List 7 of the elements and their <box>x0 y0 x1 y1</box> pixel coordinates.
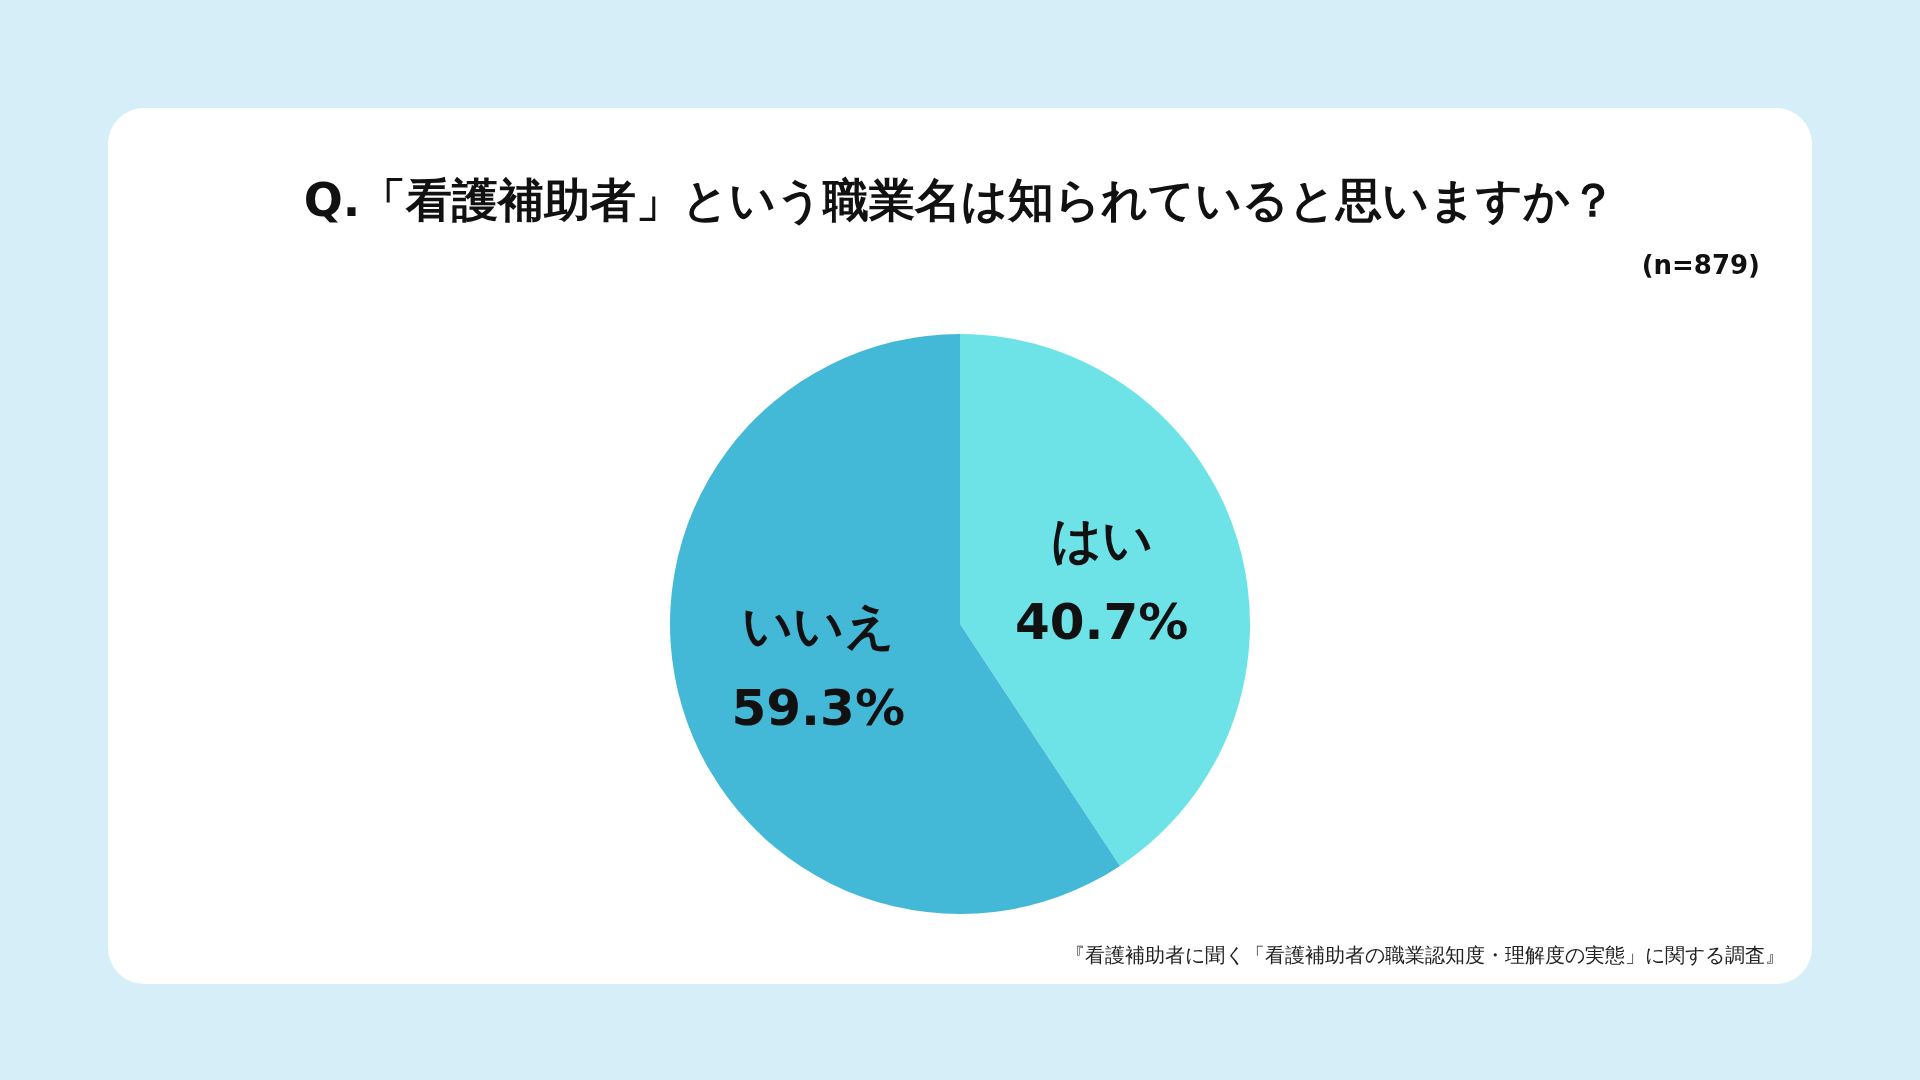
text: (n=879) <box>1641 250 1761 280</box>
text: 『看護補助者に聞く「看護補助者の職業認知度・理解度の実態」に関する調査』 <box>1065 943 1785 967</box>
slice-label: いいえ <box>741 596 895 655</box>
slice-label: はい <box>1050 511 1153 570</box>
data-label: 40.7% <box>1014 593 1189 652</box>
chart-title: Q.「看護補助者」という職業名は知られていると思いますか？ <box>303 173 1617 227</box>
data-label: 59.3% <box>731 678 906 737</box>
